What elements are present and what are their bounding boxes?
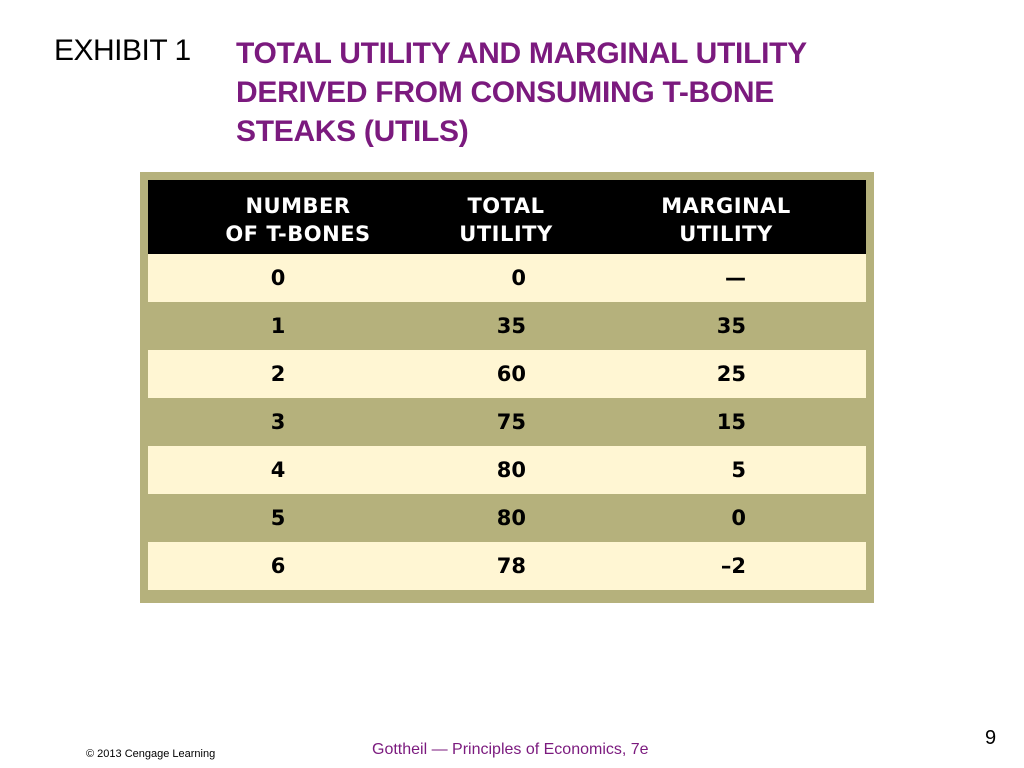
table-row: 1 35 35 <box>148 302 866 350</box>
cell-marginal-utility: — <box>725 266 746 290</box>
cell-total-utility: 60 <box>496 362 526 386</box>
table-row: 4 80 5 <box>148 446 866 494</box>
exhibit-title: TOTAL UTILITY AND MARGINAL UTILITY DERIV… <box>236 34 936 151</box>
header-text: MARGINAL <box>661 194 791 218</box>
table-row: 3 75 15 <box>148 398 866 446</box>
header-text: UTILITY <box>679 222 773 246</box>
page-number: 9 <box>985 727 997 749</box>
header-marginal-utility: MARGINAL UTILITY <box>626 192 826 248</box>
cell-total-utility: 78 <box>496 554 526 578</box>
table-row: 2 60 25 <box>148 350 866 398</box>
exhibit-title-line-3: STEAKS (UTILS) <box>236 115 469 148</box>
table-row: 6 78 –2 <box>148 542 866 590</box>
cell-total-utility: 75 <box>496 410 526 434</box>
header-text: UTILITY <box>459 222 553 246</box>
cell-marginal-utility: 5 <box>731 458 746 482</box>
header-total-utility: TOTAL UTILITY <box>416 192 596 248</box>
cell-total-utility: 80 <box>496 506 526 530</box>
exhibit-label: EXHIBIT 1 <box>54 34 191 67</box>
cell-total-utility: 35 <box>496 314 526 338</box>
cell-number: 6 <box>270 554 286 578</box>
exhibit-title-line-1: TOTAL UTILITY AND MARGINAL UTILITY <box>236 37 807 70</box>
cell-total-utility: 0 <box>511 266 526 290</box>
header-number-of-t-bones: NUMBER OF T-BONES <box>198 192 398 248</box>
cell-number: 4 <box>270 458 286 482</box>
source-citation: Gottheil — Principles of Economics, 7e <box>372 741 649 758</box>
cell-number: 0 <box>270 266 286 290</box>
cell-marginal-utility: 0 <box>731 506 746 530</box>
utility-table: NUMBER OF T-BONES TOTAL UTILITY MARGINAL… <box>140 172 874 603</box>
cell-number: 5 <box>270 506 286 530</box>
table-row: 5 80 0 <box>148 494 866 542</box>
cell-marginal-utility: 35 <box>716 314 746 338</box>
cell-marginal-utility: 25 <box>716 362 746 386</box>
cell-marginal-utility: –2 <box>720 554 746 578</box>
copyright-notice: © 2013 Cengage Learning <box>86 748 216 760</box>
header-text: OF T-BONES <box>225 222 371 246</box>
header-text: NUMBER <box>245 194 351 218</box>
cell-marginal-utility: 15 <box>716 410 746 434</box>
cell-number: 3 <box>270 410 286 434</box>
table-header: NUMBER OF T-BONES TOTAL UTILITY MARGINAL… <box>148 180 866 254</box>
cell-number: 2 <box>270 362 286 386</box>
table-row: 0 0 — <box>148 254 866 302</box>
header-text: TOTAL <box>467 194 545 218</box>
cell-number: 1 <box>270 314 286 338</box>
exhibit-title-line-2: DERIVED FROM CONSUMING T-BONE <box>236 76 774 109</box>
cell-total-utility: 80 <box>496 458 526 482</box>
